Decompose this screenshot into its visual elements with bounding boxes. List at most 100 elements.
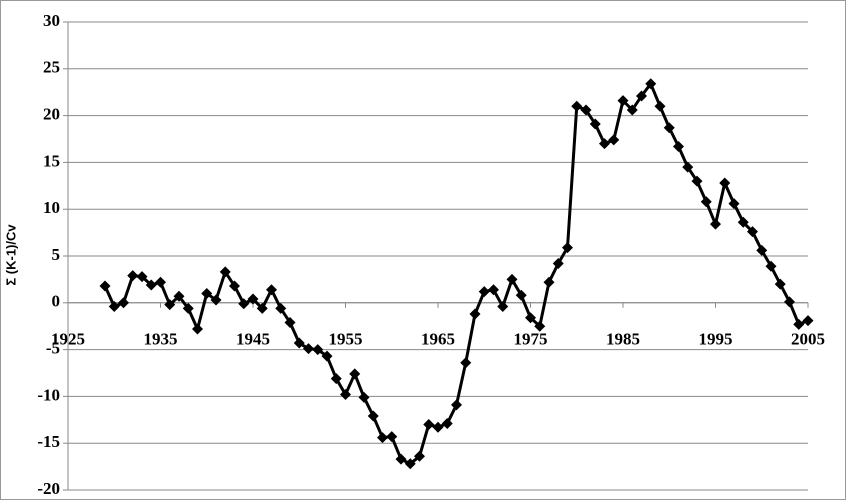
marker bbox=[580, 104, 592, 116]
y-tick-label: 30 bbox=[43, 11, 60, 30]
marker bbox=[774, 278, 786, 290]
marker bbox=[247, 293, 259, 305]
marker bbox=[219, 266, 231, 278]
y-tick-label: 0 bbox=[52, 292, 61, 311]
marker bbox=[710, 218, 721, 230]
marker bbox=[321, 350, 333, 362]
marker bbox=[145, 279, 157, 291]
marker bbox=[349, 368, 361, 380]
marker bbox=[469, 308, 481, 320]
marker bbox=[275, 302, 287, 314]
marker bbox=[691, 175, 703, 187]
marker bbox=[663, 122, 675, 134]
y-tick-label: -15 bbox=[37, 432, 60, 451]
marker bbox=[737, 216, 749, 228]
marker bbox=[108, 301, 120, 313]
marker bbox=[367, 410, 379, 422]
marker bbox=[340, 389, 351, 401]
y-tick-label: 5 bbox=[52, 245, 61, 264]
x-tick-label: 1925 bbox=[51, 330, 85, 349]
marker bbox=[136, 271, 148, 283]
marker bbox=[478, 286, 490, 298]
marker bbox=[793, 318, 805, 330]
marker bbox=[432, 421, 444, 433]
marker bbox=[256, 302, 268, 314]
marker bbox=[617, 95, 629, 107]
marker bbox=[330, 373, 342, 385]
marker bbox=[543, 276, 555, 288]
x-tick-label: 1945 bbox=[236, 330, 270, 349]
marker bbox=[414, 450, 425, 462]
marker bbox=[599, 138, 610, 150]
x-tick-label: 2005 bbox=[791, 330, 825, 349]
marker bbox=[99, 280, 111, 292]
x-tick-label: 1975 bbox=[514, 330, 548, 349]
marker bbox=[284, 316, 296, 328]
marker bbox=[358, 391, 370, 403]
x-tick-label: 1965 bbox=[421, 330, 455, 349]
marker bbox=[589, 118, 601, 130]
marker bbox=[182, 302, 194, 314]
y-tick-label: -20 bbox=[37, 479, 60, 498]
marker bbox=[719, 177, 731, 189]
marker bbox=[515, 289, 527, 301]
marker bbox=[682, 161, 694, 173]
y-axis-label: Σ (K-1)/Cv bbox=[3, 224, 18, 286]
marker bbox=[201, 287, 213, 299]
marker bbox=[626, 104, 638, 116]
marker bbox=[155, 276, 166, 288]
marker bbox=[460, 357, 472, 369]
marker bbox=[571, 100, 583, 112]
x-tick-label: 1955 bbox=[329, 330, 363, 349]
marker bbox=[441, 418, 453, 430]
marker bbox=[534, 320, 546, 332]
marker bbox=[423, 418, 435, 430]
marker bbox=[636, 90, 647, 102]
marker bbox=[525, 312, 536, 324]
marker bbox=[229, 280, 240, 292]
marker bbox=[238, 298, 250, 310]
marker bbox=[608, 134, 620, 146]
marker bbox=[395, 453, 407, 465]
marker bbox=[303, 343, 314, 355]
y-tick-label: 10 bbox=[43, 198, 60, 217]
marker bbox=[497, 301, 509, 313]
marker bbox=[654, 100, 666, 112]
marker bbox=[645, 78, 657, 90]
marker bbox=[802, 315, 814, 327]
marker bbox=[210, 294, 222, 306]
y-tick-label: 15 bbox=[43, 151, 60, 170]
marker bbox=[728, 198, 740, 210]
marker bbox=[118, 297, 129, 309]
marker bbox=[488, 284, 499, 296]
marker bbox=[765, 260, 777, 272]
marker bbox=[673, 140, 684, 152]
marker bbox=[312, 344, 324, 356]
marker bbox=[293, 337, 305, 349]
marker bbox=[562, 242, 573, 254]
y-tick-label: -10 bbox=[37, 385, 60, 404]
y-tick-label: -5 bbox=[46, 339, 60, 358]
marker bbox=[386, 431, 398, 443]
y-tick-label: 25 bbox=[43, 58, 60, 77]
marker bbox=[192, 323, 203, 335]
x-tick-label: 1935 bbox=[144, 330, 178, 349]
marker bbox=[552, 257, 564, 269]
marker bbox=[266, 284, 277, 296]
marker bbox=[173, 290, 185, 302]
marker bbox=[756, 244, 768, 256]
marker bbox=[377, 432, 388, 444]
marker bbox=[700, 196, 712, 208]
marker bbox=[506, 273, 518, 285]
y-tick-label: 20 bbox=[43, 105, 60, 124]
marker bbox=[164, 299, 176, 311]
x-tick-label: 1995 bbox=[699, 330, 733, 349]
marker bbox=[747, 226, 758, 238]
marker bbox=[404, 458, 416, 470]
x-tick-label: 1985 bbox=[606, 330, 640, 349]
marker bbox=[784, 296, 795, 308]
marker bbox=[451, 399, 462, 411]
marker bbox=[127, 270, 139, 282]
